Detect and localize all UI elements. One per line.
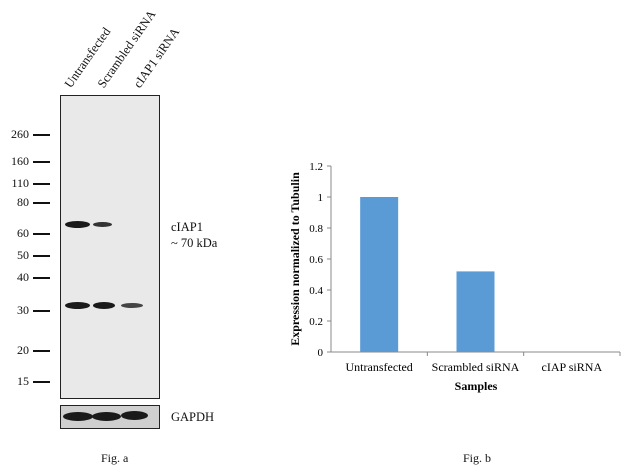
y-tick-label: 0.6 — [309, 254, 323, 266]
mw-marker-label: 50 — [17, 248, 29, 262]
band-30kda-lane3 — [121, 303, 143, 308]
mw-marker-label: 80 — [17, 195, 29, 209]
mw-marker-label: 40 — [17, 270, 29, 284]
mw-marker-tick — [33, 310, 50, 312]
mw-marker-label: 15 — [17, 374, 29, 388]
mw-marker-label: 260 — [11, 127, 29, 141]
band-70kda-lane2 — [93, 222, 112, 227]
band-30kda-lane1 — [65, 302, 90, 309]
bar-scrambled-sirna — [456, 271, 495, 352]
band-gapdh-lane2 — [92, 412, 121, 421]
y-axis-label: Expression normalized to Tubulin — [288, 172, 302, 346]
mw-marker-tick — [33, 161, 50, 163]
y-tick-label: 0.2 — [309, 316, 323, 328]
x-tick-label: Scrambled siRNA — [432, 360, 520, 374]
y-tick-label: 0.4 — [309, 285, 323, 297]
mw-marker-tick — [33, 255, 50, 257]
caption-fig-b: Fig. b — [463, 451, 492, 465]
mw-marker-tick — [33, 202, 50, 204]
band-label-ciap1: cIAP1 — [171, 220, 203, 234]
y-tick-label: 0 — [318, 347, 324, 359]
mw-marker-tick — [33, 277, 50, 279]
mw-marker-label: 20 — [17, 343, 29, 357]
y-tick-label: 1.2 — [309, 161, 323, 173]
x-axis-label: Samples — [455, 379, 498, 393]
band-label-size: ~ 70 kDa — [171, 236, 218, 250]
y-tick-label: 0.8 — [309, 223, 323, 235]
loading-control-label: GAPDH — [171, 410, 215, 424]
x-tick-label: cIAP siRNA — [542, 360, 603, 374]
band-gapdh-lane1 — [63, 412, 93, 421]
bar-untransfected — [360, 197, 399, 352]
mw-marker-label: 30 — [17, 303, 29, 317]
gapdh-blot — [60, 405, 160, 429]
x-tick-label: Untransfected — [346, 360, 413, 374]
band-70kda-lane1 — [65, 221, 90, 228]
y-tick-label: 1 — [318, 192, 324, 204]
mw-marker-tick — [33, 350, 50, 352]
mw-marker-label: 110 — [11, 176, 29, 190]
western-blot-membrane — [60, 95, 160, 399]
mw-marker-tick — [33, 134, 50, 136]
mw-marker-label: 160 — [11, 154, 29, 168]
mw-marker-tick — [33, 183, 50, 185]
band-30kda-lane2 — [93, 302, 115, 309]
mw-marker-tick — [33, 381, 50, 383]
caption-fig-a: Fig. a — [101, 451, 129, 465]
band-gapdh-lane3 — [121, 411, 148, 420]
mw-marker-label: 60 — [17, 226, 29, 240]
mw-marker-tick — [33, 233, 50, 235]
